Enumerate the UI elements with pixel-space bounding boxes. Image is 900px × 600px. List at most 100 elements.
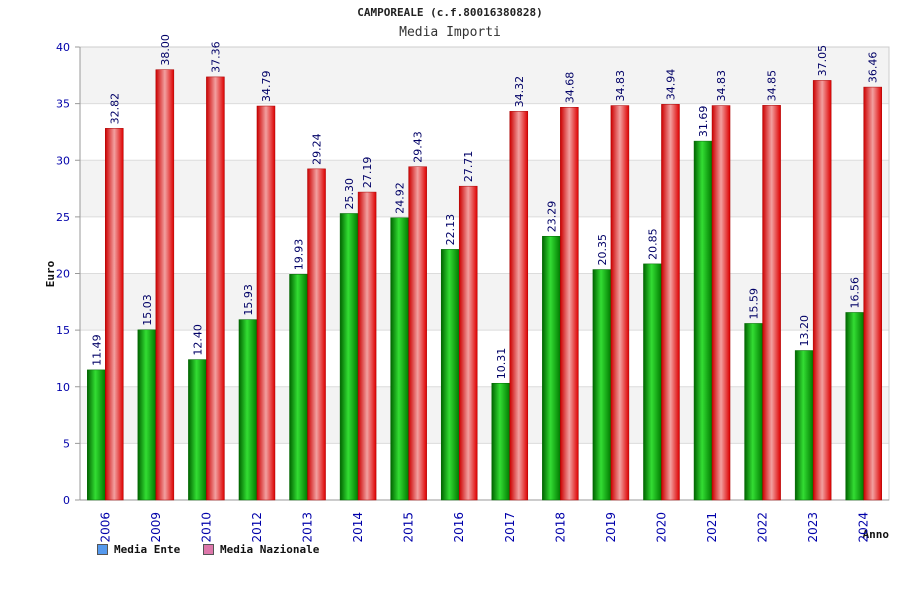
bar-media-nazionale [812, 80, 832, 501]
bar-media-ente [188, 359, 207, 501]
data-label: 34.83 [614, 70, 627, 102]
x-tick-label: 2017 [503, 512, 517, 543]
bar-media-nazionale [509, 111, 529, 501]
data-label: 34.79 [260, 71, 273, 103]
bar-media-ente [238, 319, 258, 501]
data-label: 27.19 [361, 157, 374, 189]
bar-media-ente [744, 323, 763, 501]
data-label: 19.93 [293, 239, 306, 271]
legend-item-media-ente: Media Ente [97, 543, 180, 556]
legend-swatch-media-ente [97, 544, 108, 555]
data-label: 15.59 [748, 288, 761, 320]
bar-media-ente [592, 269, 612, 501]
data-label: 34.94 [664, 69, 677, 101]
data-label: 20.35 [596, 234, 609, 266]
y-tick-label: 25 [56, 211, 70, 224]
bar-media-ente [339, 213, 359, 501]
data-label: 13.20 [798, 315, 811, 347]
bar-media-ente [289, 274, 308, 501]
bar-media-ente [794, 350, 814, 501]
bar-media-nazionale [661, 104, 680, 501]
bar-media-nazionale [762, 105, 781, 501]
bar-media-ente [440, 249, 460, 501]
data-label: 10.31 [495, 348, 508, 380]
bar-media-nazionale [458, 185, 478, 501]
chart-title: CAMPOREALE (c.f.80016380828) [357, 6, 543, 19]
x-axis-label: Anno [863, 528, 890, 541]
bar-media-nazionale [155, 69, 175, 501]
data-label: 15.03 [141, 294, 154, 326]
x-tick-label: 2019 [604, 512, 618, 543]
bar-media-ente [845, 312, 864, 501]
x-tick-label: 2013 [301, 512, 315, 543]
x-tick-label: 2021 [705, 512, 719, 543]
y-tick-label: 40 [56, 41, 70, 54]
x-tick-label: 2010 [199, 512, 213, 543]
bar-media-ente [542, 235, 561, 501]
x-tick-label: 2024 [857, 512, 871, 543]
y-tick-label: 20 [56, 268, 70, 281]
y-tick-label: 0 [63, 494, 70, 507]
bar-media-nazionale [105, 128, 124, 501]
bar-media-nazionale [357, 191, 377, 501]
x-tick-label: 2023 [806, 512, 820, 543]
bar-media-nazionale [711, 105, 731, 501]
bar-media-nazionale [307, 168, 326, 501]
x-tick-label: 2012 [250, 512, 264, 543]
legend-label-media-nazionale: Media Nazionale [220, 543, 320, 556]
y-tick-label: 5 [63, 437, 70, 450]
data-label: 15.93 [242, 284, 255, 316]
bar-media-ente [491, 382, 511, 501]
data-label: 25.30 [343, 178, 356, 210]
bar-media-ente [87, 369, 106, 501]
bar-media-ente [390, 217, 409, 501]
data-label: 22.13 [444, 214, 457, 246]
data-label: 23.29 [545, 201, 558, 233]
x-tick-label: 2016 [452, 512, 466, 543]
data-label: 34.32 [513, 76, 526, 108]
data-label: 38.00 [159, 34, 172, 66]
bar-media-ente [137, 329, 157, 501]
x-tick-label: 2015 [402, 512, 416, 543]
data-label: 24.92 [394, 182, 407, 214]
data-label: 12.40 [191, 324, 204, 356]
x-tick-label: 2009 [149, 512, 163, 543]
bar-media-ente [643, 263, 662, 501]
y-tick-label: 30 [56, 154, 70, 167]
y-axis-label: Euro [44, 260, 57, 287]
legend-label-media-ente: Media Ente [114, 543, 181, 556]
x-tick-label: 2020 [654, 512, 668, 543]
bar-media-nazionale [256, 105, 276, 501]
bar-media-ente [693, 140, 713, 501]
bar-media-nazionale [206, 76, 225, 501]
legend-swatch-media-nazionale [203, 544, 214, 555]
data-label: 32.82 [108, 93, 121, 125]
x-tick-label: 2022 [756, 512, 770, 543]
y-tick-label: 15 [56, 324, 70, 337]
data-label: 34.68 [563, 72, 576, 104]
data-label: 29.24 [311, 133, 324, 165]
bar-media-nazionale [610, 105, 630, 501]
chart-subtitle: Media Importi [399, 25, 501, 40]
data-label: 34.83 [715, 70, 728, 102]
data-label: 27.71 [462, 151, 475, 183]
data-label: 34.85 [766, 70, 779, 102]
y-tick-label: 35 [56, 98, 70, 111]
x-tick-label: 2006 [98, 512, 112, 543]
y-tick-label: 10 [56, 381, 70, 394]
data-label: 36.46 [867, 52, 880, 84]
data-label: 37.05 [816, 45, 829, 77]
data-label: 20.85 [646, 228, 659, 260]
data-label: 31.69 [697, 106, 710, 138]
legend-item-media-nazionale: Media Nazionale [203, 543, 319, 556]
data-label: 29.43 [412, 131, 425, 163]
data-label: 16.56 [849, 277, 862, 309]
bar-media-nazionale [863, 86, 882, 501]
x-tick-label: 2014 [351, 512, 365, 543]
bar-media-nazionale [560, 106, 579, 501]
data-label: 37.36 [209, 41, 222, 73]
bar-media-nazionale [408, 166, 427, 501]
x-tick-label: 2018 [553, 512, 567, 543]
